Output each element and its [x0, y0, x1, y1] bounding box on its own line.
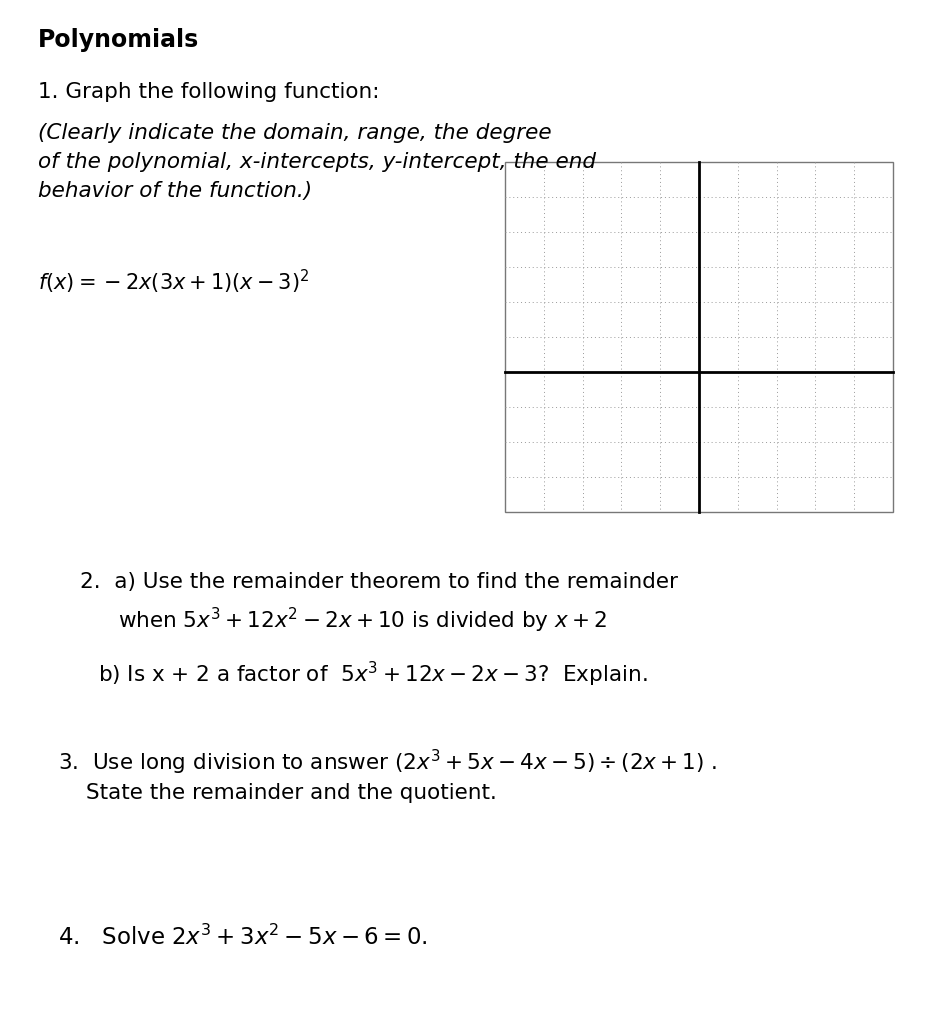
Text: (Clearly indicate the domain, range, the degree
of the polynomial, x-intercepts,: (Clearly indicate the domain, range, the…: [38, 123, 596, 201]
Text: State the remainder and the quotient.: State the remainder and the quotient.: [86, 783, 497, 803]
Text: 3.  Use long division to answer $(2x^{3}+5x-4x-5)\div(2x+1)$ .: 3. Use long division to answer $(2x^{3}+…: [58, 748, 717, 777]
Text: $f(x)=-2x(3x+1)(x-3)^{2}$: $f(x)=-2x(3x+1)(x-3)^{2}$: [38, 268, 310, 296]
Text: 4.   Solve $2x^{3}+3x^{2}-5x-6=0$.: 4. Solve $2x^{3}+3x^{2}-5x-6=0$.: [58, 925, 428, 950]
Bar: [505, 162, 893, 512]
Text: 1. Graph the following function:: 1. Graph the following function:: [38, 82, 379, 102]
Text: Polynomials: Polynomials: [38, 28, 199, 52]
Text: 2.  a) Use the remainder theorem to find the remainder: 2. a) Use the remainder theorem to find …: [80, 572, 678, 592]
Text: b) Is x + 2 a factor of  $5x^{3}+12x-2x-3$?  Explain.: b) Is x + 2 a factor of $5x^{3}+12x-2x-3…: [98, 660, 648, 689]
Text: when $5x^{3}+12x^{2}-2x+10$ is divided by $x+2$: when $5x^{3}+12x^{2}-2x+10$ is divided b…: [118, 606, 607, 635]
